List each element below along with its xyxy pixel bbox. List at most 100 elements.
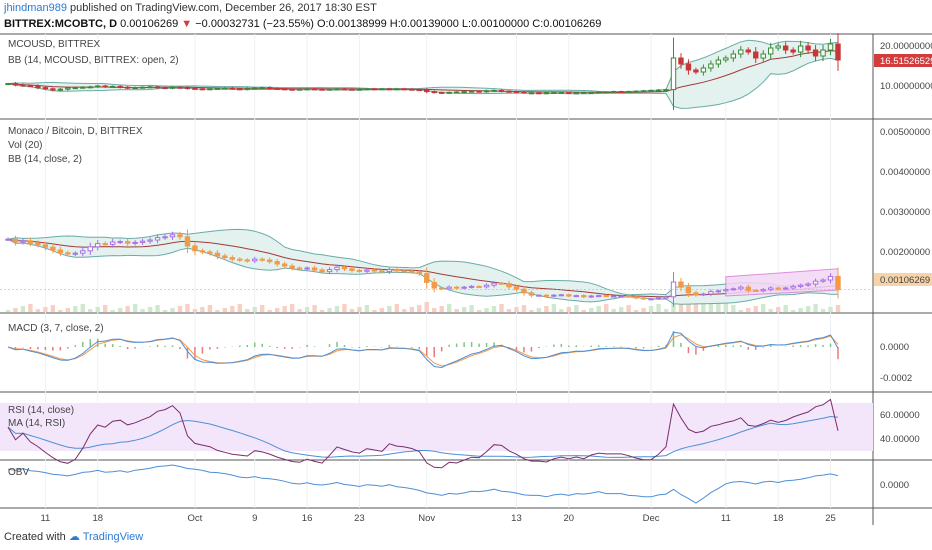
price-candle bbox=[468, 285, 475, 288]
usd-candle bbox=[685, 63, 692, 71]
usd-candle bbox=[334, 88, 340, 91]
volume-bar bbox=[551, 304, 557, 312]
usd-candle bbox=[715, 59, 722, 65]
price-candle bbox=[558, 294, 565, 297]
main-axis-tick: 0.00200000 bbox=[880, 247, 930, 258]
volume-bar bbox=[544, 306, 549, 312]
usd-bb-lower-band bbox=[7, 57, 839, 109]
time-axis-label: 11 bbox=[721, 513, 731, 524]
usd-candle bbox=[65, 87, 71, 90]
usd-candle bbox=[521, 91, 527, 94]
volume-bar bbox=[446, 304, 452, 312]
volume-bar bbox=[663, 309, 669, 312]
price-candle bbox=[192, 245, 198, 252]
usd-candle bbox=[117, 85, 123, 88]
usd-candle bbox=[72, 87, 78, 90]
usd-bb-upper-band bbox=[7, 39, 839, 93]
usd-candle bbox=[12, 83, 19, 86]
publish-text: published on TradingView.com, December 2… bbox=[67, 2, 377, 14]
usd-candle bbox=[581, 91, 587, 94]
usd-candle bbox=[95, 85, 101, 88]
volume-bar bbox=[432, 308, 437, 312]
usd-candle bbox=[349, 88, 355, 91]
rsi-line bbox=[7, 398, 839, 469]
volume-bar bbox=[574, 305, 579, 312]
usd-candle bbox=[536, 92, 542, 95]
price-candle bbox=[5, 238, 11, 241]
price-candle bbox=[409, 270, 415, 273]
volume-bar bbox=[648, 306, 654, 312]
volume-bar bbox=[349, 309, 355, 312]
price-candle bbox=[805, 283, 811, 286]
price-candle bbox=[341, 266, 348, 270]
volume-bar bbox=[514, 307, 519, 312]
volume-bar bbox=[28, 304, 33, 312]
time-axis-label: 25 bbox=[825, 513, 836, 524]
volume-bar bbox=[260, 305, 265, 312]
volume-bar bbox=[35, 309, 41, 312]
usd-candle bbox=[760, 53, 766, 59]
volume-bar bbox=[529, 310, 534, 312]
price-candle bbox=[356, 269, 363, 272]
price-candle bbox=[50, 246, 56, 251]
volume-bar bbox=[297, 309, 302, 312]
volume-bar bbox=[222, 308, 228, 312]
price-candle bbox=[386, 269, 393, 273]
usd-candle bbox=[596, 91, 602, 94]
tradingview-link[interactable]: TradingView bbox=[82, 531, 144, 543]
time-axis-label: 16 bbox=[302, 513, 313, 524]
usd-candle bbox=[379, 88, 385, 91]
volume-bar bbox=[768, 309, 773, 312]
usd-axis-tick: 20.00000000 bbox=[880, 41, 932, 52]
volume-bar bbox=[80, 304, 85, 312]
usd-candle bbox=[633, 90, 639, 93]
volume-bar bbox=[43, 307, 48, 312]
usd-candle bbox=[573, 92, 579, 95]
volume-bar bbox=[596, 306, 601, 312]
price-candle bbox=[319, 269, 325, 273]
volume-bar bbox=[618, 307, 624, 312]
usd-candle bbox=[618, 91, 624, 94]
usd-candle bbox=[169, 86, 176, 89]
volume-bar bbox=[117, 308, 123, 312]
price-candle bbox=[588, 295, 594, 298]
volume-bar bbox=[581, 310, 586, 312]
volume-bar bbox=[103, 305, 108, 312]
usd-candle bbox=[326, 88, 333, 91]
price-candle bbox=[199, 250, 206, 253]
tradingview-logo-icon: ☁ bbox=[68, 531, 80, 543]
volume-bar bbox=[633, 310, 639, 312]
price-candle bbox=[618, 295, 624, 298]
author-link[interactable]: jhindman989 bbox=[4, 2, 67, 14]
usd-candle bbox=[431, 91, 437, 94]
usd-candle bbox=[790, 49, 796, 53]
macd-pane-title: MACD (3, 7, close, 2) bbox=[8, 323, 104, 334]
price-candle bbox=[57, 249, 64, 254]
price-candle bbox=[663, 296, 669, 299]
usd-candle bbox=[812, 49, 819, 57]
symbol-label: BITTREX:MCOBTC, D bbox=[4, 18, 118, 30]
price-candle bbox=[708, 291, 714, 295]
volume-bar bbox=[566, 307, 572, 312]
volume-bar bbox=[215, 310, 220, 312]
price-candle bbox=[296, 267, 303, 270]
usd-candle bbox=[416, 89, 422, 92]
price-candle bbox=[543, 294, 550, 297]
price-candle bbox=[775, 287, 781, 290]
usd-candle bbox=[207, 88, 213, 91]
volume-bar bbox=[230, 306, 235, 312]
price-candle bbox=[835, 275, 841, 291]
usd-candle bbox=[102, 85, 108, 88]
usd-candle bbox=[87, 86, 93, 89]
usd-candle bbox=[513, 91, 520, 94]
price-candle bbox=[685, 286, 692, 294]
main-last-price-tag bbox=[874, 273, 932, 286]
price-candle bbox=[259, 258, 265, 261]
price-candle bbox=[371, 269, 378, 272]
price-candle bbox=[797, 284, 804, 287]
main-bb-band-fill bbox=[8, 229, 838, 305]
price-candle bbox=[573, 295, 579, 298]
volume-bar bbox=[5, 310, 11, 312]
time-axis-label: Dec bbox=[643, 513, 660, 524]
